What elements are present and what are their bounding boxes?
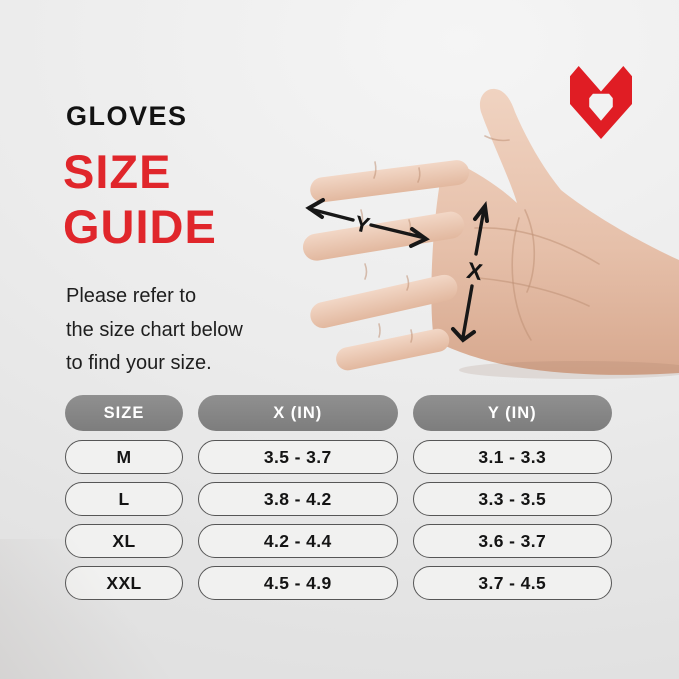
y-range-cell: 3.3 - 3.5 <box>412 482 612 516</box>
y-label: Y <box>352 211 372 239</box>
y-range-cell: 3.1 - 3.3 <box>412 440 612 474</box>
hand-photo <box>302 88 679 379</box>
y-range-cell: 3.7 - 4.5 <box>412 566 612 600</box>
x-range-cell: 3.5 - 3.7 <box>198 440 398 474</box>
table-header-row: SIZE X (IN) Y (IN) <box>65 395 612 432</box>
title-line-guide: GUIDE <box>63 200 217 253</box>
x-label: X <box>465 257 485 285</box>
column-header-size: SIZE <box>65 395 183 431</box>
x-range-cell: 4.5 - 4.9 <box>198 566 398 600</box>
intro-line: Please refer to <box>66 285 197 307</box>
intro-text: Please refer to the size chart below to … <box>66 280 243 381</box>
y-range-cell: 3.6 - 3.7 <box>412 524 612 558</box>
intro-line: to find your size. <box>66 352 212 374</box>
devil-horns-shield-icon <box>570 66 632 139</box>
x-range-cell: 3.8 - 4.2 <box>198 482 398 516</box>
kicker-gloves: GLOVES <box>66 101 188 131</box>
page-title: SIZE GUIDE <box>63 144 217 254</box>
intro-line: the size chart below <box>66 318 243 341</box>
x-measurement-arrow <box>451 200 489 343</box>
size-chart-table: SIZE X (IN) Y (IN) M 3.5 - 3.7 3.1 - 3.3… <box>65 395 612 608</box>
size-cell: L <box>65 482 183 516</box>
table-row-xl: XL 4.2 - 4.4 3.6 - 3.7 <box>65 524 612 558</box>
x-range-cell: 4.2 - 4.4 <box>198 524 398 558</box>
table-row-l: L 3.8 - 4.2 3.3 - 3.5 <box>65 482 612 516</box>
y-measurement-arrow <box>305 198 430 248</box>
hand-measurement-diagram: Y X <box>302 88 679 379</box>
size-cell: XXL <box>65 566 183 600</box>
table-row-m: M 3.5 - 3.7 3.1 - 3.3 <box>65 440 612 474</box>
size-cell: XL <box>65 524 183 558</box>
size-cell: M <box>65 440 183 474</box>
table-row-xxl: XXL 4.5 - 4.9 3.7 - 4.5 <box>65 566 612 600</box>
column-header-x-in: X (IN) <box>198 395 398 431</box>
column-header-y-in: Y (IN) <box>412 395 612 431</box>
title-line-size: SIZE <box>63 145 172 198</box>
